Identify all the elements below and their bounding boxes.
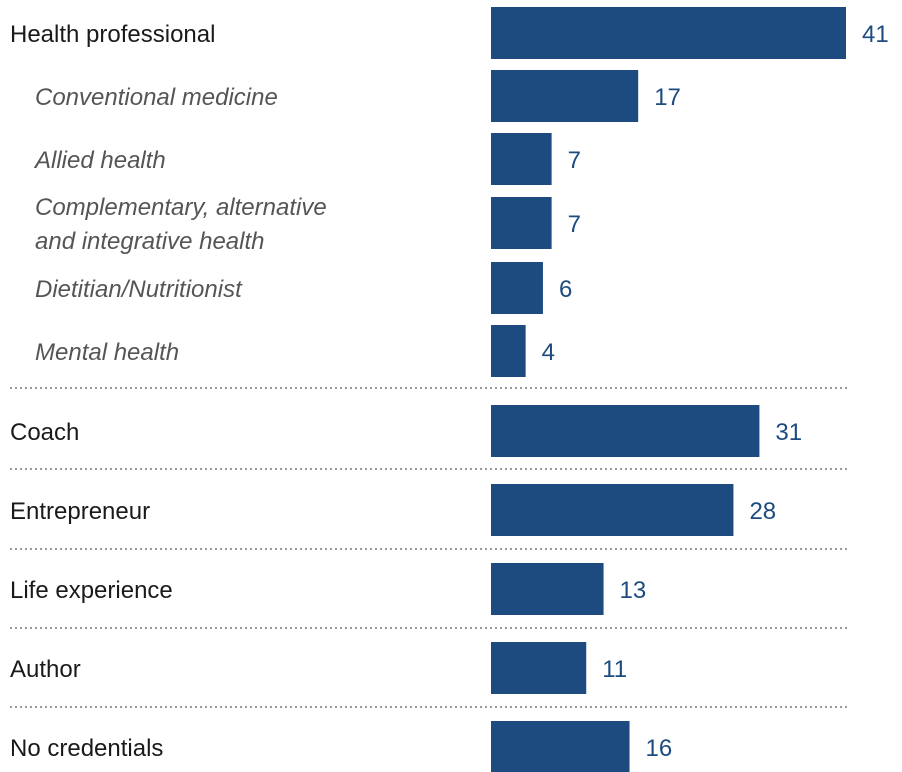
value-label-1: 41	[862, 21, 889, 48]
value-label-4: 7	[568, 211, 581, 238]
value-label-11: 16	[646, 735, 673, 762]
bar-7	[491, 405, 760, 457]
value-label-8: 28	[749, 498, 776, 525]
value-label-7: 31	[775, 419, 802, 446]
value-label-3: 7	[568, 147, 581, 174]
value-label-6: 4	[542, 339, 555, 366]
bar-8	[491, 484, 734, 536]
category-label-9: Life experience	[10, 577, 173, 604]
bar-9	[491, 563, 604, 615]
bar-6	[491, 325, 526, 377]
category-label-1: Health professional	[10, 21, 215, 48]
category-label-4: Complementary, alternative and integrativ…	[35, 194, 327, 255]
bar-5	[491, 262, 543, 314]
category-label-7: Coach	[10, 419, 79, 446]
bar-1	[491, 7, 846, 59]
bar-11	[491, 721, 630, 772]
bar-4	[491, 197, 552, 249]
bar-10	[491, 642, 587, 694]
value-label-5: 6	[559, 276, 572, 303]
value-label-10: 11	[602, 656, 627, 683]
value-label-9: 13	[620, 577, 647, 604]
category-label-11: No credentials	[10, 735, 163, 762]
category-label-8: Entrepreneur	[10, 498, 150, 525]
category-label-5: Dietitian/Nutritionist	[35, 276, 243, 303]
bar-3	[491, 133, 552, 185]
category-label-3: Allied health	[33, 147, 166, 174]
value-label-2: 17	[654, 84, 681, 111]
bar-2	[491, 70, 639, 122]
category-label-10: Author	[10, 656, 81, 683]
category-label-2: Conventional medicine	[35, 84, 278, 111]
category-label-6: Mental health	[35, 339, 179, 366]
